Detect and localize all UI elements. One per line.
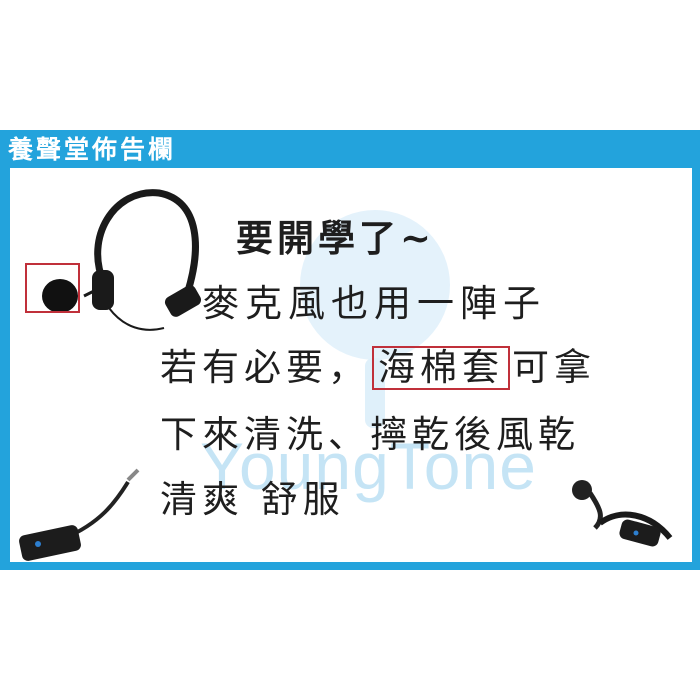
sponge-cover-label: 海棉套 [372, 346, 510, 390]
watermark-text: YoungTone [200, 429, 537, 503]
notice-line-3: 若有必要， 海棉套 可拿 [160, 346, 596, 390]
notice-line-3-after: 可拿 [512, 346, 596, 389]
watermark-mic-stand [365, 358, 385, 428]
headset-microphone-icon [42, 189, 202, 331]
mic-cable-icon [19, 468, 140, 561]
small-headset-icon [572, 480, 673, 547]
notice-line-5: 清爽 舒服 [160, 478, 345, 521]
notice-line-3-before: 若有必要， [160, 346, 370, 389]
sponge-cover-highlight [25, 263, 80, 313]
board-title: 養聲堂佈告欄 [8, 135, 177, 164]
notice-line-1: 要開學了~ [236, 216, 436, 260]
watermark-mic-logo [300, 210, 450, 360]
notice-line-4: 下來清洗、擰乾後風乾 [160, 413, 580, 456]
board-content: YoungTone 要開學了~ 麥克風也用一陣子 若有必要 [10, 168, 692, 562]
notice-line-2: 麥克風也用一陣子 [202, 282, 546, 325]
bulletin-board: 養聲堂佈告欄 YoungTone 要開 [0, 130, 700, 570]
